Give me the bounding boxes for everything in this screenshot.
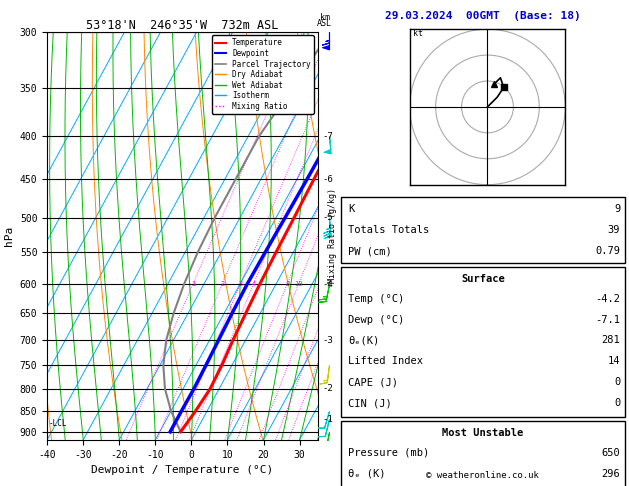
Text: CAPE (J): CAPE (J) — [348, 377, 398, 387]
Text: 9: 9 — [614, 205, 620, 214]
Y-axis label: hPa: hPa — [4, 226, 14, 246]
Text: Temp (°C): Temp (°C) — [348, 294, 404, 304]
Text: 1: 1 — [191, 281, 195, 287]
Text: -7: -7 — [323, 132, 333, 141]
Text: 3: 3 — [238, 281, 242, 287]
Text: 0: 0 — [614, 377, 620, 387]
Bar — [341, 197, 625, 263]
Text: -7.1: -7.1 — [595, 314, 620, 325]
Text: Totals Totals: Totals Totals — [348, 226, 430, 235]
Title: 53°18'N  246°35'W  732m ASL: 53°18'N 246°35'W 732m ASL — [86, 18, 279, 32]
Text: Most Unstable: Most Unstable — [442, 428, 523, 438]
Text: kt: kt — [413, 29, 423, 37]
Text: CIN (J): CIN (J) — [348, 398, 392, 408]
Text: 0.79: 0.79 — [595, 246, 620, 256]
Text: Surface: Surface — [461, 274, 504, 284]
Text: -4.2: -4.2 — [595, 294, 620, 304]
Text: ASL: ASL — [317, 19, 332, 28]
Text: 281: 281 — [601, 335, 620, 346]
Bar — [341, 421, 625, 486]
Text: 4: 4 — [252, 281, 255, 287]
Text: -6: -6 — [323, 175, 333, 184]
Text: © weatheronline.co.uk: © weatheronline.co.uk — [426, 471, 539, 480]
Text: -5: -5 — [323, 213, 333, 222]
Text: -4: -4 — [323, 279, 333, 289]
Text: Dewp (°C): Dewp (°C) — [348, 314, 404, 325]
Text: -LCL: -LCL — [48, 419, 67, 428]
Text: -2: -2 — [323, 384, 333, 393]
Text: Mixing Ratio (g/kg): Mixing Ratio (g/kg) — [328, 188, 337, 283]
Text: θₑ(K): θₑ(K) — [348, 335, 379, 346]
Text: PW (cm): PW (cm) — [348, 246, 392, 256]
Text: 14: 14 — [608, 356, 620, 366]
Text: 29.03.2024  00GMT  (Base: 18): 29.03.2024 00GMT (Base: 18) — [385, 11, 581, 21]
Text: Lifted Index: Lifted Index — [348, 356, 423, 366]
X-axis label: Dewpoint / Temperature (°C): Dewpoint / Temperature (°C) — [91, 465, 274, 475]
Text: 8: 8 — [285, 281, 289, 287]
Text: -1: -1 — [323, 415, 333, 424]
Text: Pressure (mb): Pressure (mb) — [348, 448, 430, 458]
Legend: Temperature, Dewpoint, Parcel Trajectory, Dry Adiabat, Wet Adiabat, Isotherm, Mi: Temperature, Dewpoint, Parcel Trajectory… — [211, 35, 314, 114]
Text: 10: 10 — [294, 281, 303, 287]
Bar — [341, 267, 625, 417]
Text: -3: -3 — [323, 336, 333, 345]
Text: 296: 296 — [601, 469, 620, 479]
Text: θₑ (K): θₑ (K) — [348, 469, 386, 479]
Text: 650: 650 — [601, 448, 620, 458]
Text: 0: 0 — [614, 398, 620, 408]
Text: km: km — [320, 13, 330, 22]
Text: 2: 2 — [220, 281, 225, 287]
Text: 39: 39 — [608, 226, 620, 235]
Text: K: K — [348, 205, 355, 214]
